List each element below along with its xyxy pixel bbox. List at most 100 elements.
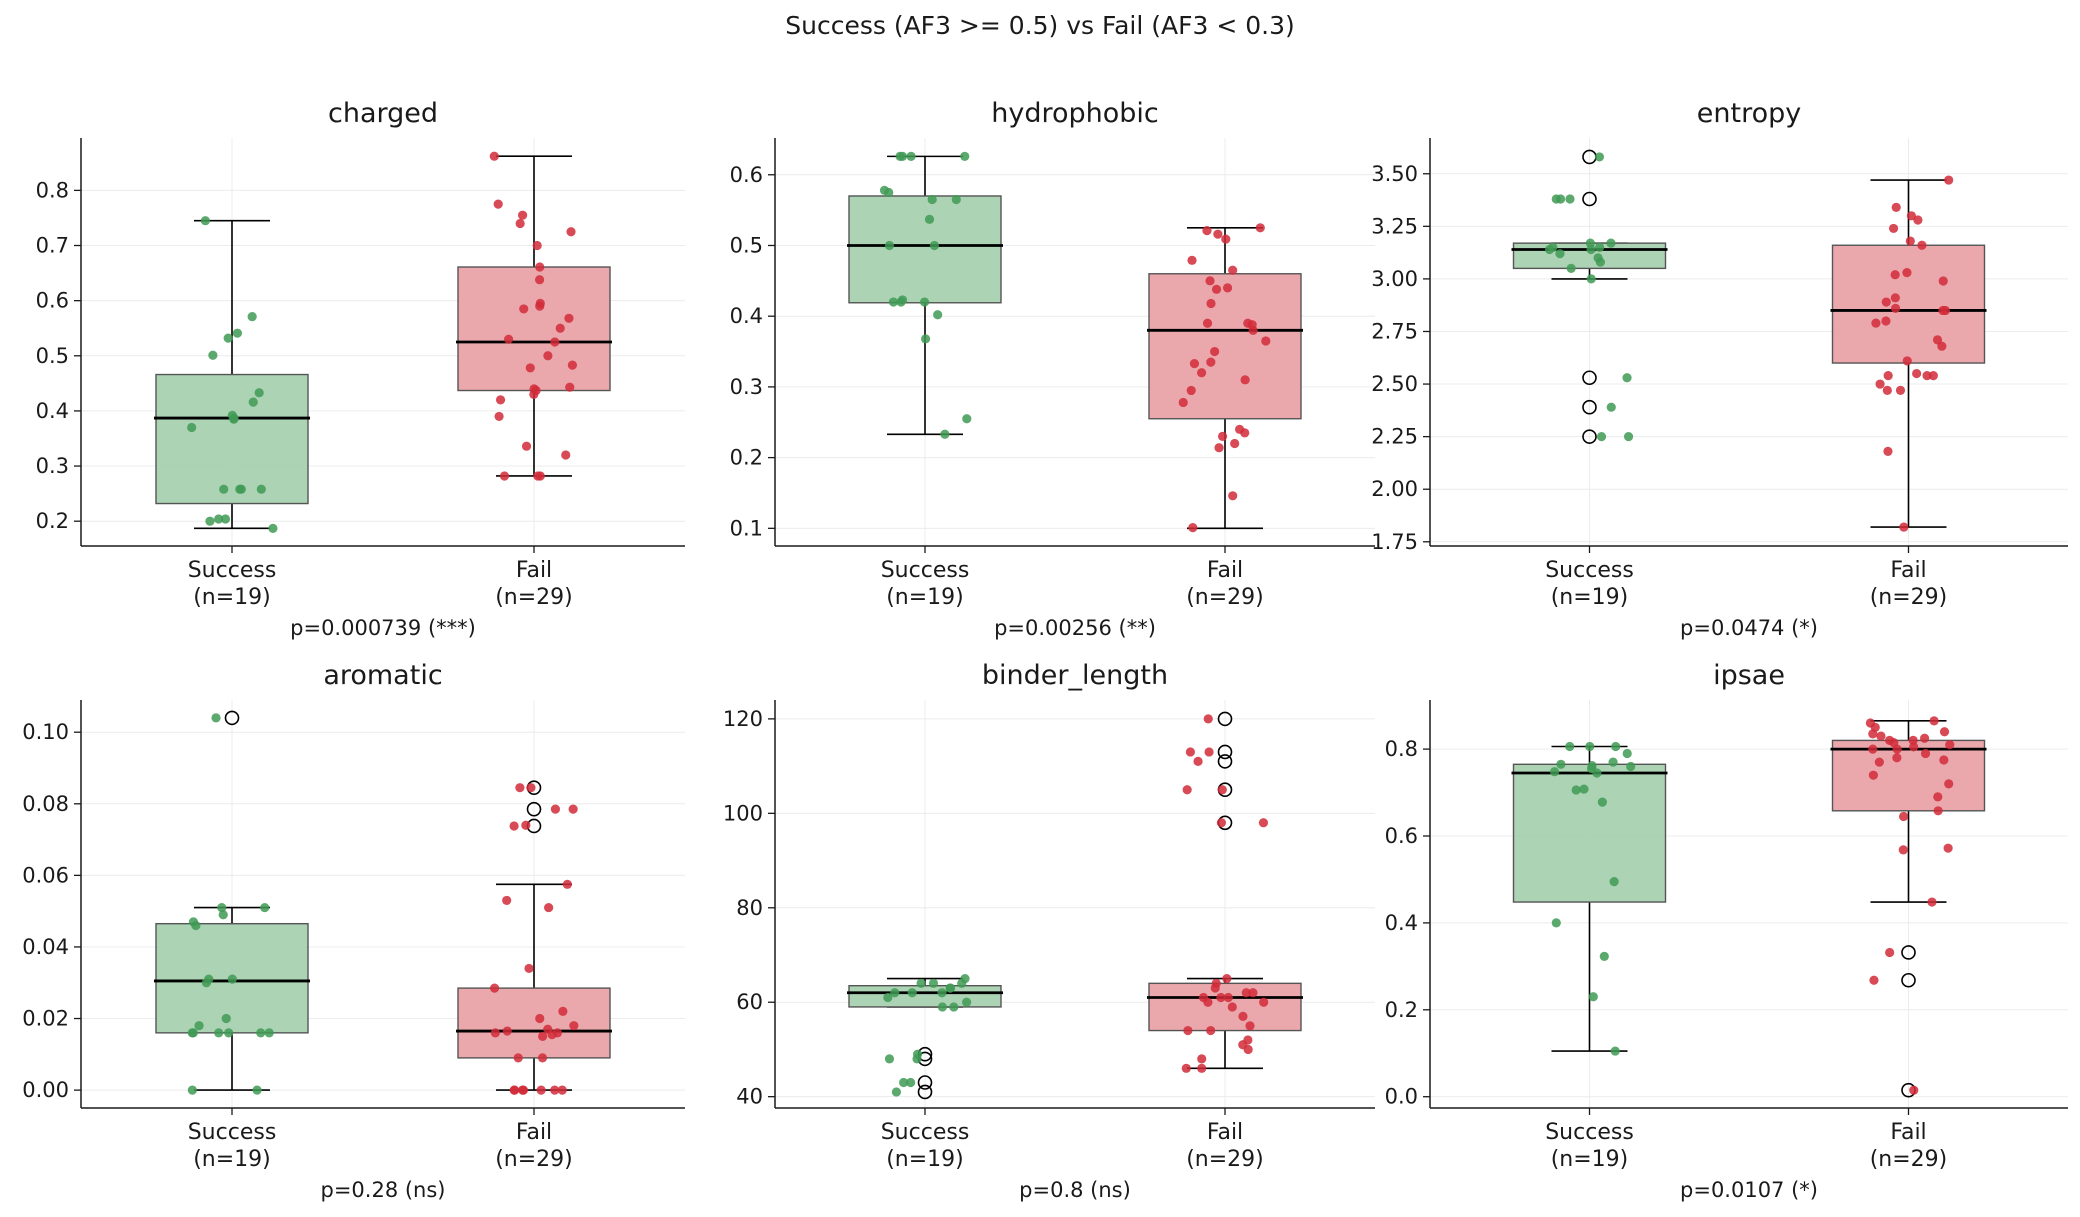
data-point <box>1182 785 1192 795</box>
x-tick-sublabel: (n=19) <box>886 1147 964 1172</box>
x-tick-label: Success <box>188 1120 277 1145</box>
outlier-marker <box>1901 945 1916 960</box>
y-tick-label: 0.4 <box>730 304 763 328</box>
data-point <box>1890 270 1900 280</box>
data-point <box>1197 1054 1207 1064</box>
x-tick-label: Success <box>1545 558 1634 583</box>
data-point <box>537 1053 548 1063</box>
data-point <box>564 313 574 323</box>
data-point <box>933 310 943 320</box>
data-point <box>565 382 575 392</box>
data-point <box>544 902 554 913</box>
data-point <box>1227 1002 1237 1012</box>
data-point <box>1258 818 1269 828</box>
data-point <box>1213 229 1223 239</box>
data-point <box>256 484 266 494</box>
data-point <box>940 429 950 439</box>
outlier-marker <box>1217 711 1233 727</box>
data-point <box>200 216 210 226</box>
data-point <box>1943 843 1953 853</box>
x-tick-sublabel: (n=19) <box>1551 1147 1629 1172</box>
y-tick-label: 0.02 <box>22 1007 69 1031</box>
box-iqr <box>848 984 1002 1008</box>
data-point <box>489 151 499 161</box>
x-tick-label: Success <box>188 558 277 583</box>
data-point <box>1891 202 1901 213</box>
data-point <box>897 151 908 161</box>
figure-title: Success (AF3 >= 0.5) vs Fail (AF3 < 0.3) <box>785 11 1294 40</box>
data-point <box>224 1028 234 1038</box>
data-point <box>1203 997 1213 1007</box>
data-point <box>916 978 926 988</box>
data-point <box>1203 714 1213 724</box>
y-tick-label: 0.6 <box>730 163 763 187</box>
data-point <box>1210 983 1220 993</box>
outlier-marker <box>1901 972 1916 988</box>
data-point <box>205 516 215 526</box>
data-point <box>533 471 543 481</box>
y-tick-label: 0.2 <box>36 509 69 533</box>
data-point <box>194 1021 204 1031</box>
panel-binder-length: 40 60 80 100 120 Success(n=19) Fail(n=29) binde… <box>723 660 1375 1202</box>
data-point <box>525 363 535 373</box>
data-point <box>906 1077 916 1088</box>
data-point <box>1899 522 1909 532</box>
group-fail <box>1830 175 1987 532</box>
outlier-marker <box>1217 744 1233 760</box>
data-point <box>247 312 257 322</box>
data-point <box>896 297 906 307</box>
y-tick-label: 0.06 <box>22 863 69 887</box>
data-point <box>891 1087 902 1097</box>
data-point <box>962 414 972 424</box>
y-tick-label: 0.8 <box>36 178 69 202</box>
data-point <box>220 514 231 524</box>
data-point <box>524 963 534 974</box>
data-point <box>227 974 237 984</box>
data-point <box>493 199 503 209</box>
data-point <box>1611 741 1621 752</box>
data-point <box>1566 263 1576 273</box>
data-point <box>218 910 228 920</box>
y-tick-label: 120 <box>723 707 763 731</box>
x-tick-sublabel: (n=29) <box>1870 585 1948 610</box>
data-point <box>502 895 512 906</box>
data-point <box>1883 446 1893 456</box>
data-point <box>1909 742 1919 752</box>
box-iqr <box>1831 244 1986 364</box>
pvalue-label: p=0.000739 (***) <box>290 616 476 640</box>
y-tick-label: 0.04 <box>22 935 69 959</box>
data-point <box>1228 491 1238 501</box>
data-point <box>515 783 525 793</box>
data-point <box>1245 1021 1255 1031</box>
data-point <box>248 397 258 407</box>
data-point <box>1596 432 1607 442</box>
x-tick-sublabel: (n=29) <box>1186 585 1264 610</box>
data-point <box>1248 988 1258 998</box>
y-tick-label: 0.2 <box>730 446 763 470</box>
data-point <box>1892 753 1902 763</box>
x-tick-label: Fail <box>1890 558 1926 583</box>
x-tick-sublabel: (n=29) <box>1186 1147 1264 1172</box>
data-point <box>1217 431 1228 441</box>
data-point <box>547 1030 557 1040</box>
y-tick-label: 0.2 <box>1385 998 1418 1022</box>
group-fail <box>1147 223 1303 533</box>
x-tick-label: Success <box>1545 1120 1634 1145</box>
data-point <box>951 194 961 205</box>
data-point <box>1579 784 1589 794</box>
y-tick-label: 0.10 <box>22 720 69 744</box>
x-tick-sublabel: (n=19) <box>193 585 271 610</box>
data-point <box>513 1053 523 1063</box>
data-point <box>489 983 500 993</box>
data-point <box>532 240 542 251</box>
data-point <box>557 1085 567 1095</box>
y-tick-label: 0.00 <box>22 1078 69 1102</box>
data-point <box>1890 293 1900 303</box>
data-point <box>1888 223 1899 234</box>
panel-title: entropy <box>1697 98 1801 129</box>
data-point <box>1929 716 1939 726</box>
data-point <box>1622 373 1632 383</box>
y-tick-label: 0.1 <box>730 516 763 540</box>
data-point <box>566 227 576 237</box>
data-point <box>907 988 917 998</box>
